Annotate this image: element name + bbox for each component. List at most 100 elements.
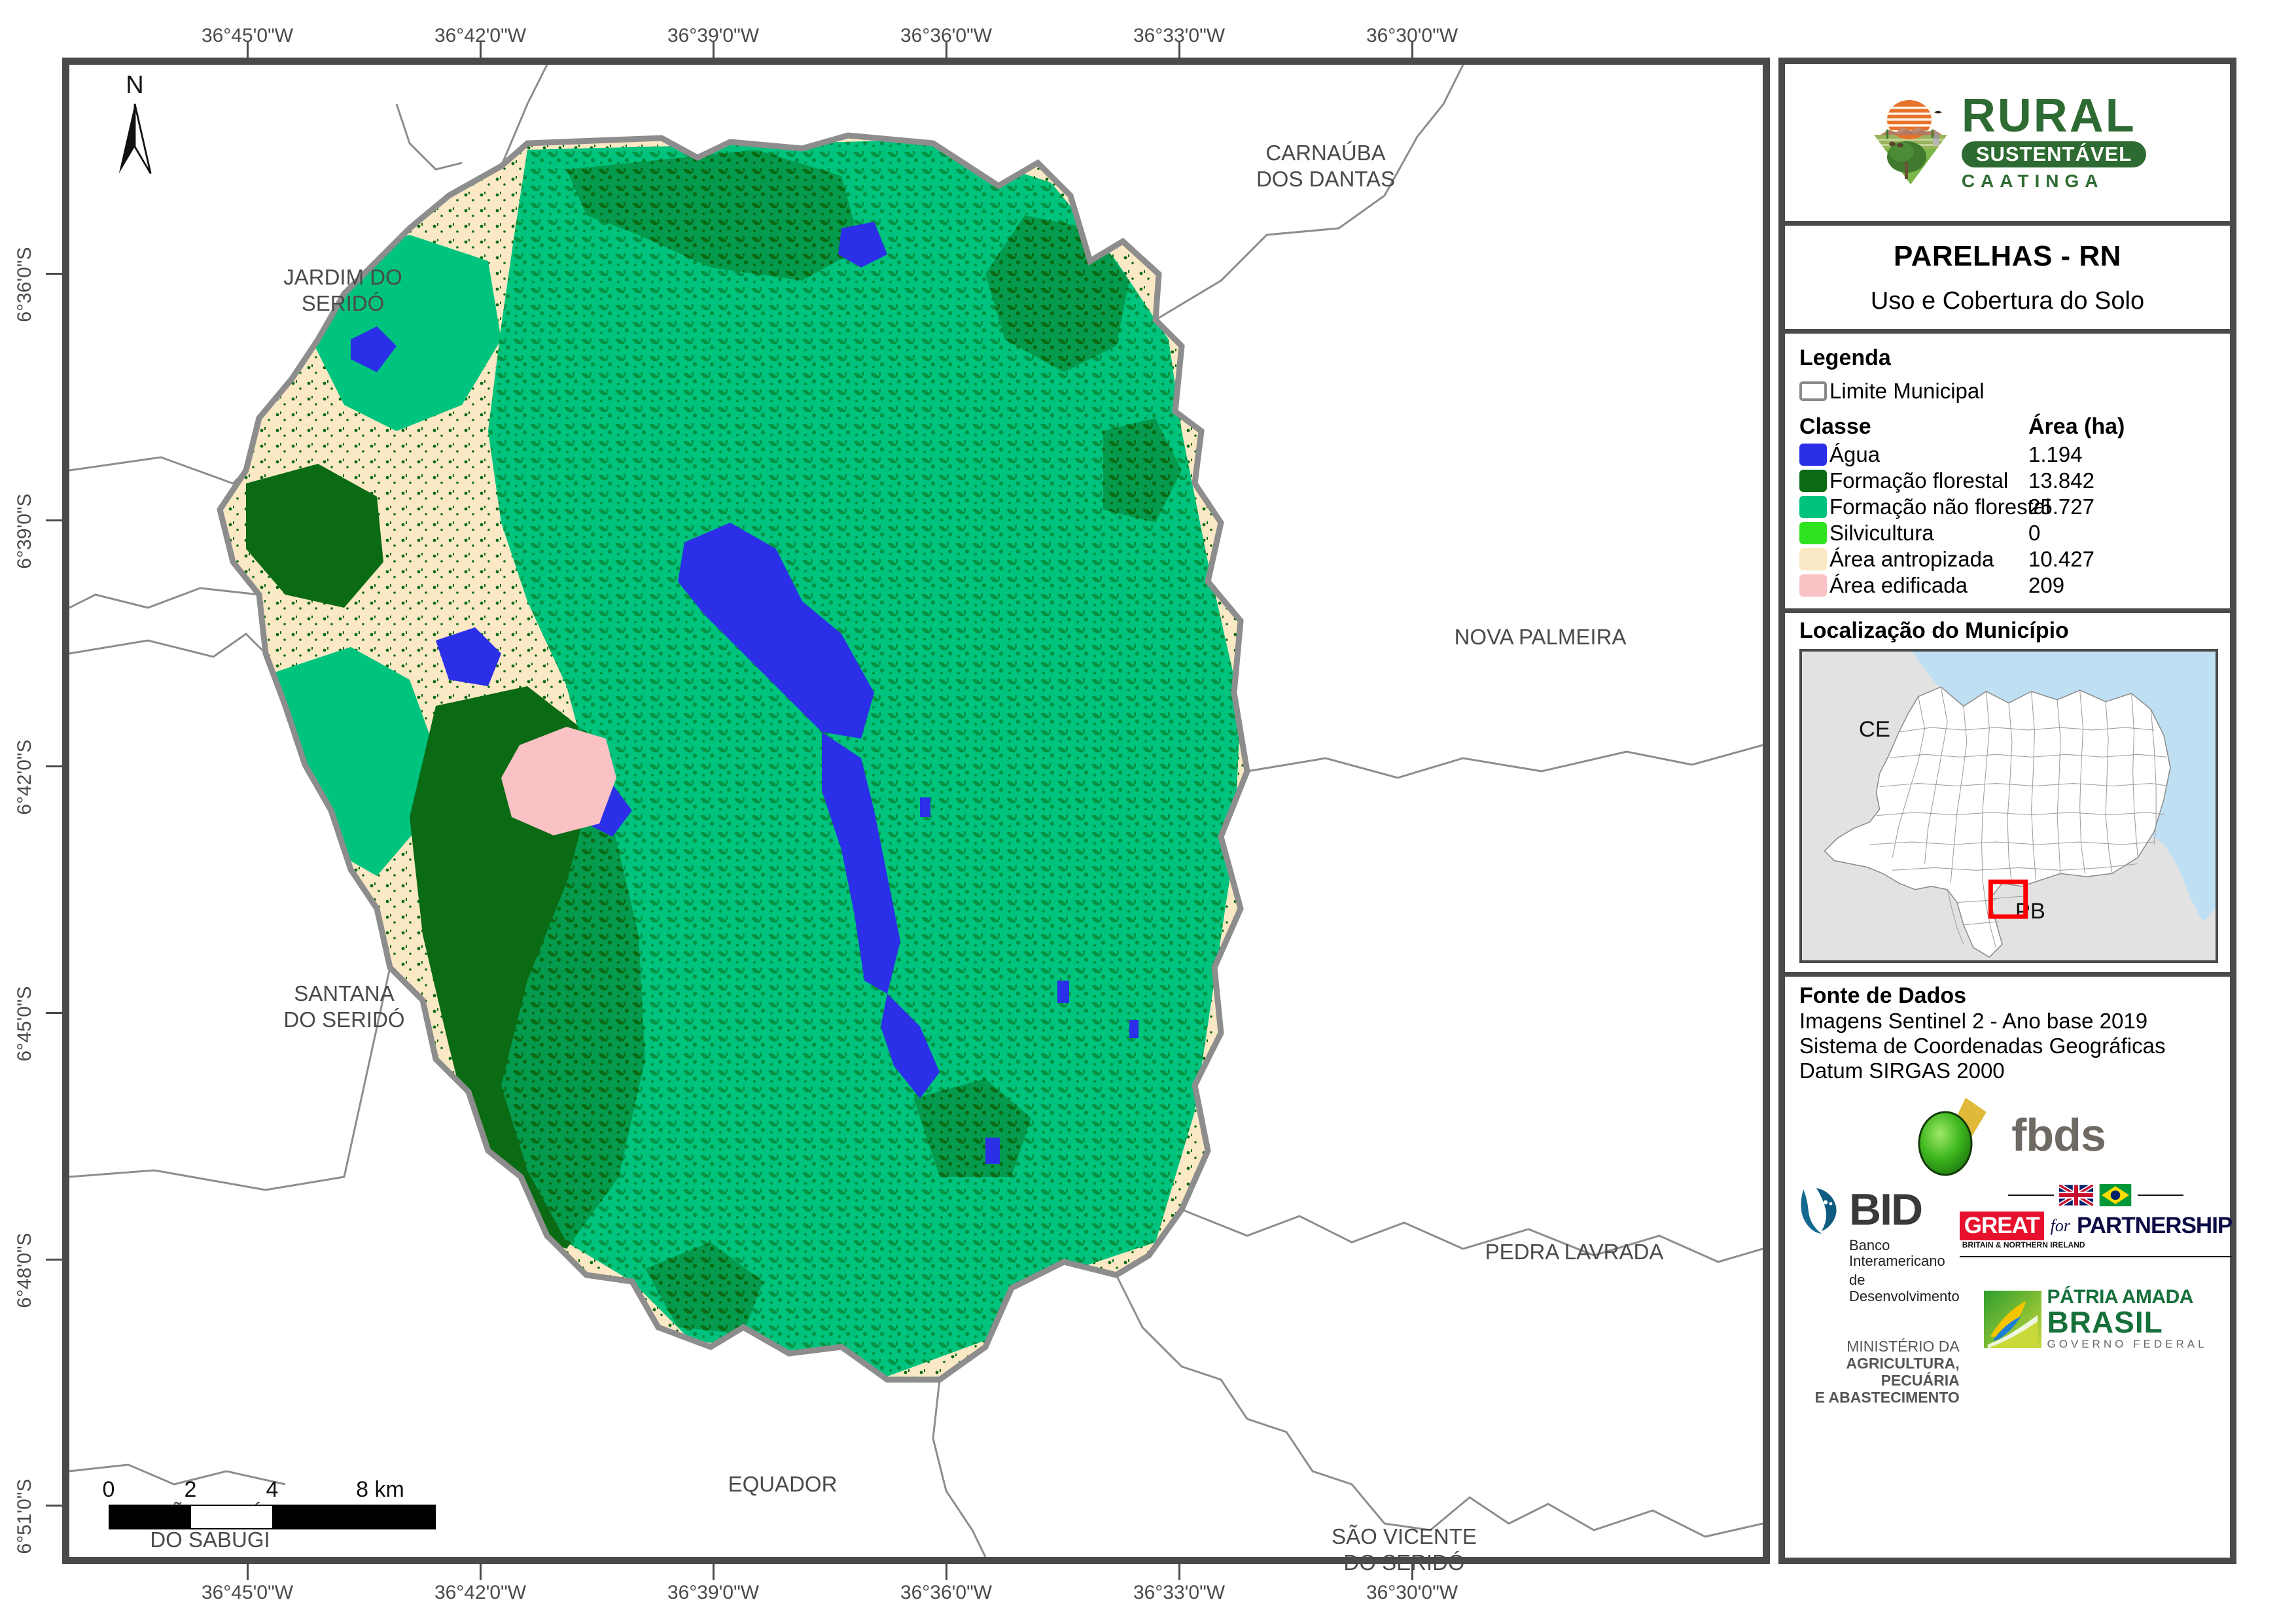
scale-num-2: 2 [184, 1477, 197, 1502]
neighbor-label-pedra-lavrada: PEDRA LAVRADA [1485, 1240, 1664, 1264]
legend-label: Silvicultura [1829, 521, 1934, 545]
neighbor-label-jardim-do-serido: JARDIM DO SERIDÓ [283, 265, 402, 316]
great-partnership-text: PARTNERSHIP [2077, 1212, 2233, 1238]
lon-tick-mark [713, 1564, 715, 1580]
lon-tick-mark [945, 41, 947, 58]
municipal-boundary [217, 132, 1250, 1383]
brasil-gov-mark-icon [1984, 1290, 2042, 1348]
map-canvas[interactable] [69, 65, 1763, 1557]
legend-heading: Legenda [1799, 345, 1891, 370]
location-inset-vector: CE PB [1802, 652, 2216, 960]
urban-area [501, 727, 616, 835]
lon-tick-label: 36°30'0"W [1366, 1582, 1458, 1603]
page-title: PARELHAS - RN [1894, 239, 2121, 272]
lat-tick-label: 6°42'0"S [14, 739, 35, 815]
flag-rule-left [2008, 1194, 2054, 1196]
legend-item-silvicultura: Silvicultura 0 [1799, 521, 2216, 546]
lon-tick-mark [1178, 1564, 1180, 1580]
scale-bar: 0 2 4 8 km [103, 1477, 436, 1529]
mapa-line-2: AGRICULTURA, PECUÁRIA [1846, 1355, 1960, 1389]
inset-highlight-box [1988, 879, 2028, 919]
lat-tick-mark [46, 273, 63, 275]
location-inset-map[interactable]: CE PB [1799, 649, 2218, 963]
bid-text: BID [1849, 1184, 1923, 1234]
lon-tick-mark [713, 41, 715, 58]
brand-caatinga-text: CAATINGA [1961, 170, 2104, 191]
fbds-mark-icon [1918, 1097, 1987, 1176]
scale-num-4: 4 [266, 1477, 279, 1502]
swatch-silvicultura-icon [1799, 522, 1827, 544]
page-subtitle: Uso e Cobertura do Solo [1870, 287, 2145, 315]
source-line-1: Imagens Sentinel 2 - Ano base 2019 [1799, 1009, 2148, 1033]
partner-logos: BID Banco Interamericano de Desenvolvime… [1785, 1183, 2233, 1406]
rural-sustentavel-wordmark: RURAL SUSTENTÁVEL CAATINGA [1961, 90, 2147, 191]
north-label: N [126, 71, 144, 99]
inset-state-ce-label: CE [1859, 717, 1890, 742]
lon-tick-label: 36°42'0"W [434, 1582, 527, 1603]
lon-tick-mark [247, 1564, 249, 1580]
patria-text: PÁTRIA AMADA BRASIL GOVERNO FEDERAL [2047, 1287, 2207, 1352]
lon-tick-label: 36°33'0"W [1133, 1582, 1226, 1603]
patria-amada-brasil-logo: PÁTRIA AMADA BRASIL GOVERNO FEDERAL [1984, 1287, 2207, 1352]
legend-boundary-label: Limite Municipal [1829, 379, 1985, 403]
great-for-partnership-logo: GREAT for PARTNERSHIP [1959, 1211, 2233, 1240]
mapa-line-1: MINISTÉRIO DA [1846, 1338, 1960, 1355]
legend-area: 10.427 [2028, 547, 2094, 571]
north-arrow-icon [118, 103, 152, 174]
brazil-flag-icon [2099, 1183, 2132, 1206]
lat-tick-label: 6°51'0"S [14, 1478, 35, 1554]
legend-label: Área antropizada [1829, 547, 1994, 571]
legend-label: Área edificada [1829, 573, 1968, 597]
inset-state-pb-label: PB [2015, 899, 2045, 924]
lon-tick-label: 36°45'0"W [201, 1582, 294, 1603]
fbds-logo: fbds [1785, 1086, 2230, 1184]
great-for-text: for [2050, 1215, 2070, 1235]
left-partner-column: BID Banco Interamericano de Desenvolvime… [1797, 1184, 1960, 1406]
north-arrow: N [105, 71, 164, 196]
legend-item-area-edificada: Área edificada 209 [1799, 573, 2216, 598]
location-heading: Localização do Município [1799, 618, 2069, 643]
right-partner-column: GREAT for PARTNERSHIP BRITAIN & NORTHERN… [1959, 1183, 2233, 1352]
legend-column-headers: Classe Área (ha) [1799, 414, 2216, 440]
bid-subtitle-1: Banco Interamericano [1849, 1236, 1945, 1270]
legend-col-class: Classe [1799, 414, 1871, 439]
water-bodies [351, 222, 1139, 1164]
legend-label: Água [1829, 442, 1881, 466]
legend-col-area: Área (ha) [2028, 414, 2125, 439]
swatch-area-edificada-icon [1799, 574, 1827, 597]
lat-tick-mark [46, 1259, 63, 1261]
map-vector [69, 65, 1763, 1557]
neighbor-label-sao-vicente-do-serido: SÃO VICENTE DO SERIDÓ [1332, 1524, 1477, 1575]
neighbor-boundaries [69, 65, 1763, 1557]
brand-rural-text: RURAL [1961, 90, 2136, 143]
patria-line-2: BRASIL [2047, 1304, 2163, 1339]
lon-tick-mark [945, 1564, 947, 1580]
uk-flag-icon [2059, 1184, 2093, 1206]
swatch-area-antropizada-icon [1799, 548, 1827, 570]
boundary-swatch-icon [1799, 381, 1827, 401]
lat-tick-mark [46, 765, 63, 767]
map-title-block: PARELHAS - RN Uso e Cobertura do Solo [1785, 226, 2230, 334]
bid-mark-icon [1801, 1187, 1837, 1234]
bid-acronym: BID [1849, 1184, 1923, 1234]
swatch-agua-icon [1799, 444, 1827, 466]
lon-tick-mark [1411, 1564, 1413, 1580]
legend-area: 209 [2028, 573, 2065, 597]
fbds-wordmark: fbds [2011, 1109, 2106, 1161]
scale-seg-2 [191, 1506, 272, 1528]
scale-bar-track [109, 1505, 436, 1529]
legend-item-formacao-florestal: Formação florestal 13.842 [1799, 468, 2216, 493]
bid-logo: BID [1797, 1184, 1960, 1235]
lat-tick-mark [46, 519, 63, 521]
source-line-3: Datum SIRGAS 2000 [1799, 1058, 2005, 1083]
lon-tick-mark [247, 41, 249, 58]
source-heading: Fonte de Dados [1799, 983, 1967, 1008]
legend-sidebar: RURAL SUSTENTÁVEL CAATINGA PARELHAS - RN… [1778, 58, 2236, 1564]
legend-item-formacao-nao-florestal: Formação não florestal 25.727 [1799, 495, 2216, 519]
lat-tick-label: 6°45'0"S [14, 986, 35, 1062]
great-box: GREAT [1959, 1211, 2044, 1240]
legend-label: Formação não florestal [1829, 495, 2051, 519]
bid-subtitle-2: de Desenvolvimento [1849, 1272, 1960, 1304]
location-inset-block: Localização do Município [1785, 613, 2230, 977]
partner-divider [1959, 1255, 2233, 1257]
